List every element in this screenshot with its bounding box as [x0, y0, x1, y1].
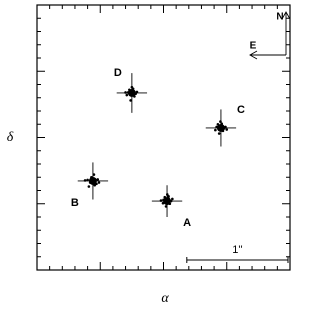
image-label: A — [183, 217, 191, 229]
data-point — [217, 132, 221, 135]
compass-arrow — [281, 11, 291, 20]
data-point — [125, 93, 129, 97]
chart: δ α N E D C B A 1'' — [7, 4, 291, 306]
compass-north: N — [276, 12, 283, 23]
image-label: D — [114, 67, 122, 79]
data-point — [171, 197, 174, 201]
data-point — [96, 178, 100, 181]
image-label: C — [237, 104, 245, 116]
data-point — [214, 128, 217, 132]
compass — [249, 11, 291, 60]
image-label: B — [71, 197, 79, 209]
data-point — [167, 195, 170, 198]
data-point — [87, 185, 91, 188]
data-point — [225, 128, 229, 131]
y-axis-label: δ — [7, 130, 14, 145]
x-axis-label: α — [161, 291, 169, 306]
compass-arrow — [249, 50, 258, 60]
compass-east: E — [250, 41, 257, 52]
data-point — [129, 99, 132, 102]
scale-bar-label: 1'' — [232, 244, 242, 256]
data-point — [97, 181, 101, 184]
